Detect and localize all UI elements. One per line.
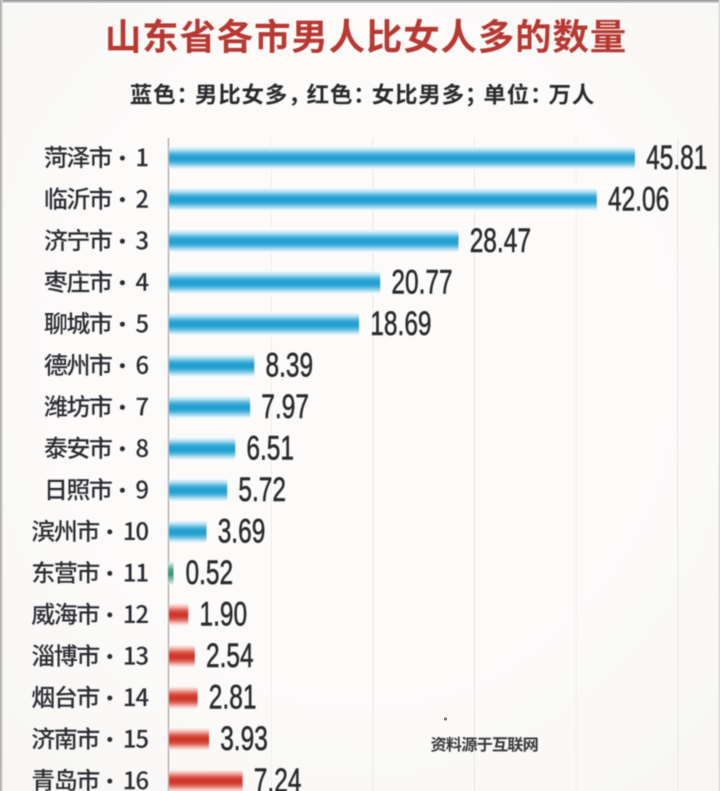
svg-text:42.06: 42.06	[608, 180, 669, 218]
svg-text:45.81: 45.81	[646, 139, 707, 177]
svg-text:3.93: 3.93	[220, 720, 268, 758]
svg-text:5.72: 5.72	[238, 471, 286, 509]
svg-text:7.24: 7.24	[254, 762, 302, 791]
svg-text:2.54: 2.54	[206, 637, 254, 675]
svg-text:1.90: 1.90	[200, 596, 248, 634]
svg-text:6.51: 6.51	[246, 430, 294, 468]
svg-text:3.69: 3.69	[218, 513, 266, 551]
svg-text:18.69: 18.69	[370, 305, 431, 343]
svg-text:28.47: 28.47	[470, 222, 531, 260]
svg-text:0.52: 0.52	[186, 554, 234, 592]
svg-text:8.39: 8.39	[266, 347, 314, 385]
svg-text:7.97: 7.97	[261, 388, 309, 426]
svg-text:2.81: 2.81	[209, 679, 257, 717]
svg-text:20.77: 20.77	[391, 264, 452, 302]
